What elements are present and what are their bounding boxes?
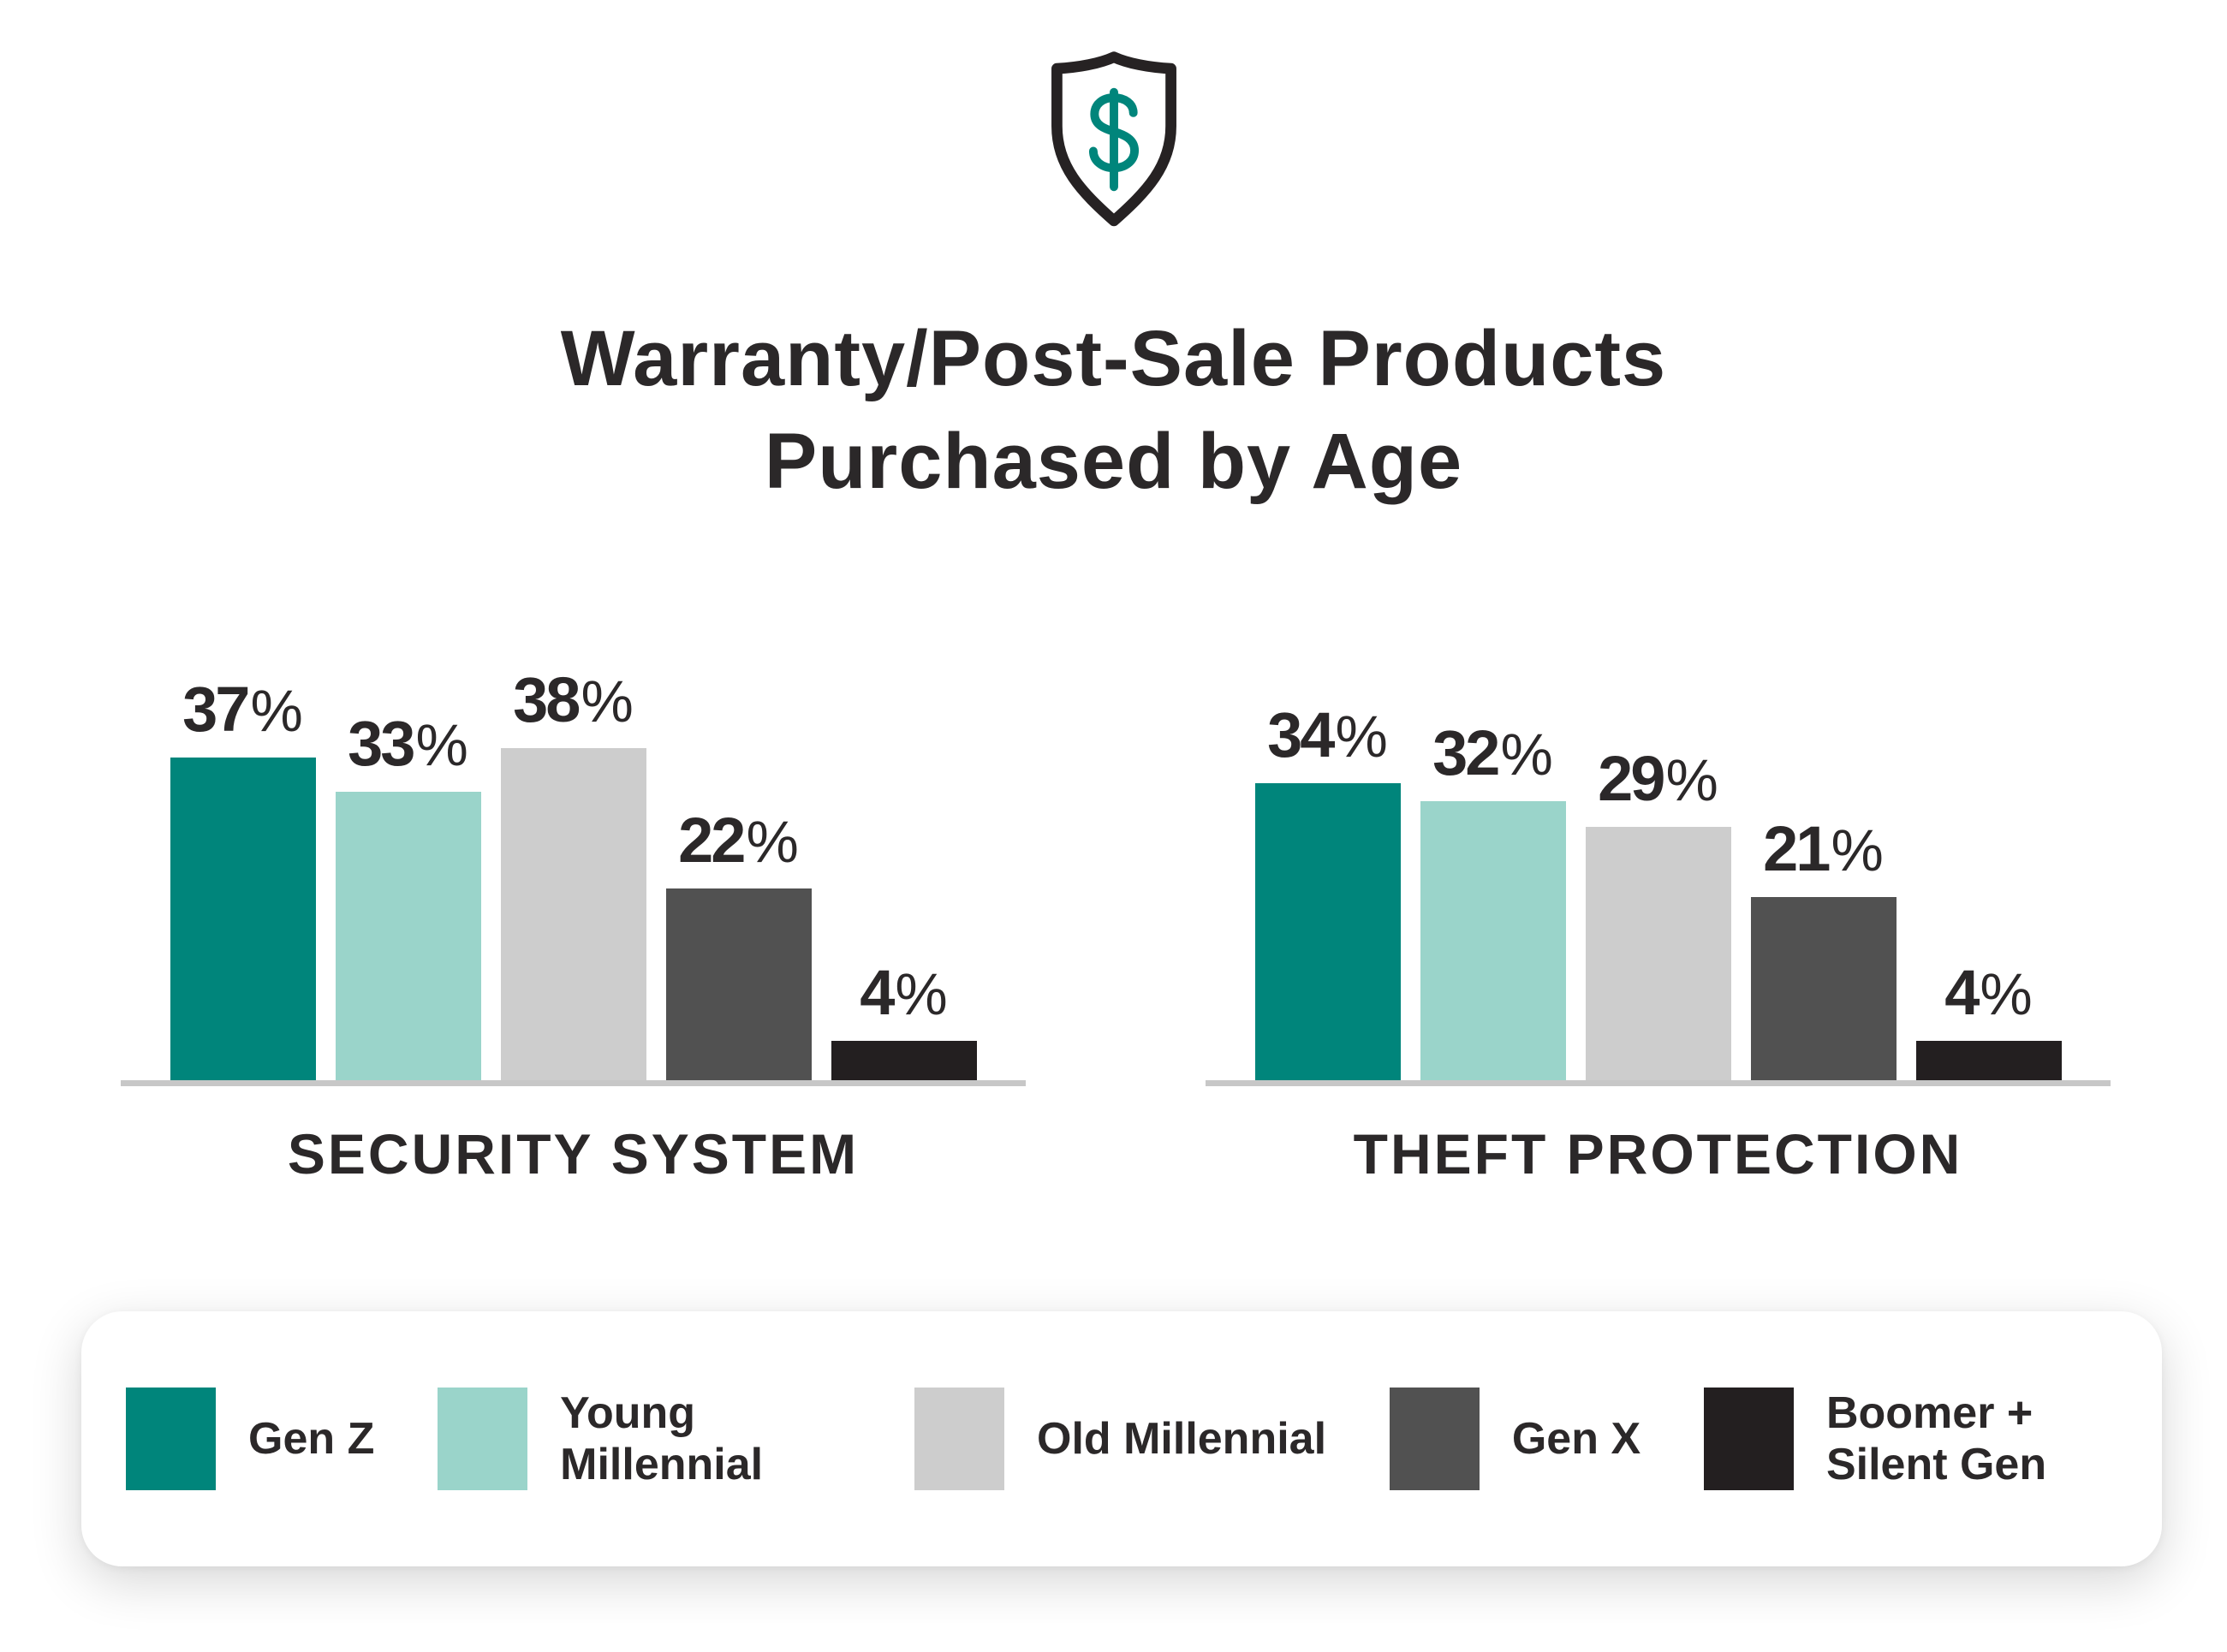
- legend-label-gen-x: Gen X: [1511, 1413, 1641, 1464]
- percent-sign: %: [746, 809, 799, 875]
- percent-sign: %: [895, 961, 948, 1027]
- title-line-1: Warranty/Post-Sale Products: [560, 315, 1667, 402]
- x-axis-baseline: [1206, 1080, 2111, 1086]
- percent-sign: %: [415, 712, 468, 778]
- bar-value-number: 29: [1598, 743, 1665, 814]
- title-line-2: Purchased by Age: [764, 417, 1463, 505]
- bar-group-gen-z: 34%: [1254, 698, 1401, 1080]
- chart-theft-protection: 34% 32% 29% 21% 4% THEFT PROTECTION: [1206, 659, 2111, 1275]
- legend-label-old-millennial: Old Millennial: [1037, 1413, 1327, 1464]
- bar-value-number: 4: [1944, 957, 1980, 1028]
- bar-old-millennial: [500, 748, 646, 1080]
- bar-young-millennial: [1420, 801, 1566, 1080]
- bar-value-label: 32%: [1432, 716, 1553, 789]
- bar-value-number: 34: [1267, 699, 1335, 770]
- bar-group-old-millennial: 38%: [500, 663, 646, 1080]
- legend-card: Gen Z Young Millennial Old Millennial Gen X…: [81, 1311, 2162, 1566]
- legend-swatch-boomer-silent-gen: [1703, 1388, 1794, 1490]
- bar-value-number: 21: [1763, 813, 1831, 884]
- percent-sign: %: [1665, 747, 1718, 813]
- bar-value-label: 29%: [1598, 742, 1718, 815]
- legend-label-boomer-silent-gen: Boomer + Silent Gen: [1825, 1388, 2047, 1489]
- bar-value-label: 21%: [1763, 812, 1884, 885]
- chart-security-system: 37% 33% 38% 22% 4% SECURITY SYSTEM: [121, 659, 1026, 1275]
- legend-swatch-young-millennial: [438, 1388, 528, 1490]
- legend-item-gen-x: Gen X: [1389, 1388, 1641, 1490]
- legend-item-young-millennial: Young Millennial: [438, 1388, 851, 1491]
- bar-value-label: 37%: [182, 673, 303, 746]
- legend-item-gen-z: Gen Z: [126, 1388, 374, 1490]
- bar-value-label: 4%: [860, 956, 948, 1029]
- bar-group-gen-z: 37%: [170, 673, 316, 1080]
- bar-group-boomer-silent-gen: 4%: [831, 956, 977, 1080]
- legend-swatch-gen-x: [1389, 1388, 1480, 1490]
- bar-gen-x: [1750, 897, 1897, 1080]
- bar-value-label: 33%: [348, 707, 468, 780]
- bar-gen-x: [665, 888, 812, 1080]
- x-axis-baseline: [121, 1080, 1026, 1086]
- bar-group-boomer-silent-gen: 4%: [1915, 956, 2062, 1080]
- bar-value-number: 37: [182, 674, 250, 745]
- dollar-s-curve: [1088, 93, 1140, 173]
- bar-gen-z: [170, 758, 316, 1080]
- bar-value-number: 38: [513, 664, 581, 735]
- bar-value-label: 4%: [1944, 956, 2033, 1029]
- bar-value-label: 34%: [1267, 698, 1388, 771]
- bar-boomer-silent-gen: [1915, 1041, 2062, 1080]
- percent-sign: %: [581, 669, 634, 734]
- chart-axis-label: SECURITY SYSTEM: [287, 1122, 860, 1186]
- legend-label-gen-z: Gen Z: [248, 1413, 375, 1464]
- legend-swatch-old-millennial: [914, 1388, 1004, 1490]
- percent-sign: %: [250, 678, 303, 744]
- percent-sign: %: [1335, 704, 1388, 770]
- shield-outline: [1051, 51, 1176, 227]
- bar-group-old-millennial: 29%: [1585, 742, 1731, 1080]
- bar-value-number: 22: [678, 805, 746, 876]
- legend-item-old-millennial: Old Millennial: [914, 1388, 1326, 1490]
- bar-group-gen-x: 21%: [1750, 812, 1897, 1080]
- shield-dollar-icon: [1051, 51, 1176, 227]
- bars-area: 34% 32% 29% 21% 4%: [1206, 659, 2111, 1080]
- bar-old-millennial: [1585, 827, 1731, 1080]
- legend-swatch-gen-z: [126, 1388, 216, 1490]
- bar-value-number: 32: [1432, 717, 1500, 788]
- legend-item-boomer-silent-gen: Boomer + Silent Gen: [1703, 1388, 2117, 1491]
- percent-sign: %: [1831, 817, 1884, 883]
- bar-gen-z: [1254, 783, 1401, 1080]
- chart-axis-label: THEFT PROTECTION: [1353, 1122, 1963, 1186]
- bar-boomer-silent-gen: [831, 1041, 977, 1080]
- bar-value-number: 4: [860, 957, 895, 1028]
- bars-area: 37% 33% 38% 22% 4%: [121, 659, 1026, 1080]
- legend-label-young-millennial: Young Millennial: [560, 1388, 764, 1489]
- bar-young-millennial: [335, 792, 481, 1080]
- bar-value-label: 22%: [678, 804, 799, 877]
- percent-sign: %: [1980, 961, 2033, 1027]
- bar-value-number: 33: [348, 708, 415, 779]
- bar-group-young-millennial: 33%: [335, 707, 481, 1080]
- percent-sign: %: [1500, 722, 1553, 787]
- page-title: Warranty/Post-Sale Products Purchased by …: [0, 308, 2227, 513]
- bar-group-gen-x: 22%: [665, 804, 812, 1080]
- bar-value-label: 38%: [513, 663, 634, 736]
- bar-group-young-millennial: 32%: [1420, 716, 1566, 1080]
